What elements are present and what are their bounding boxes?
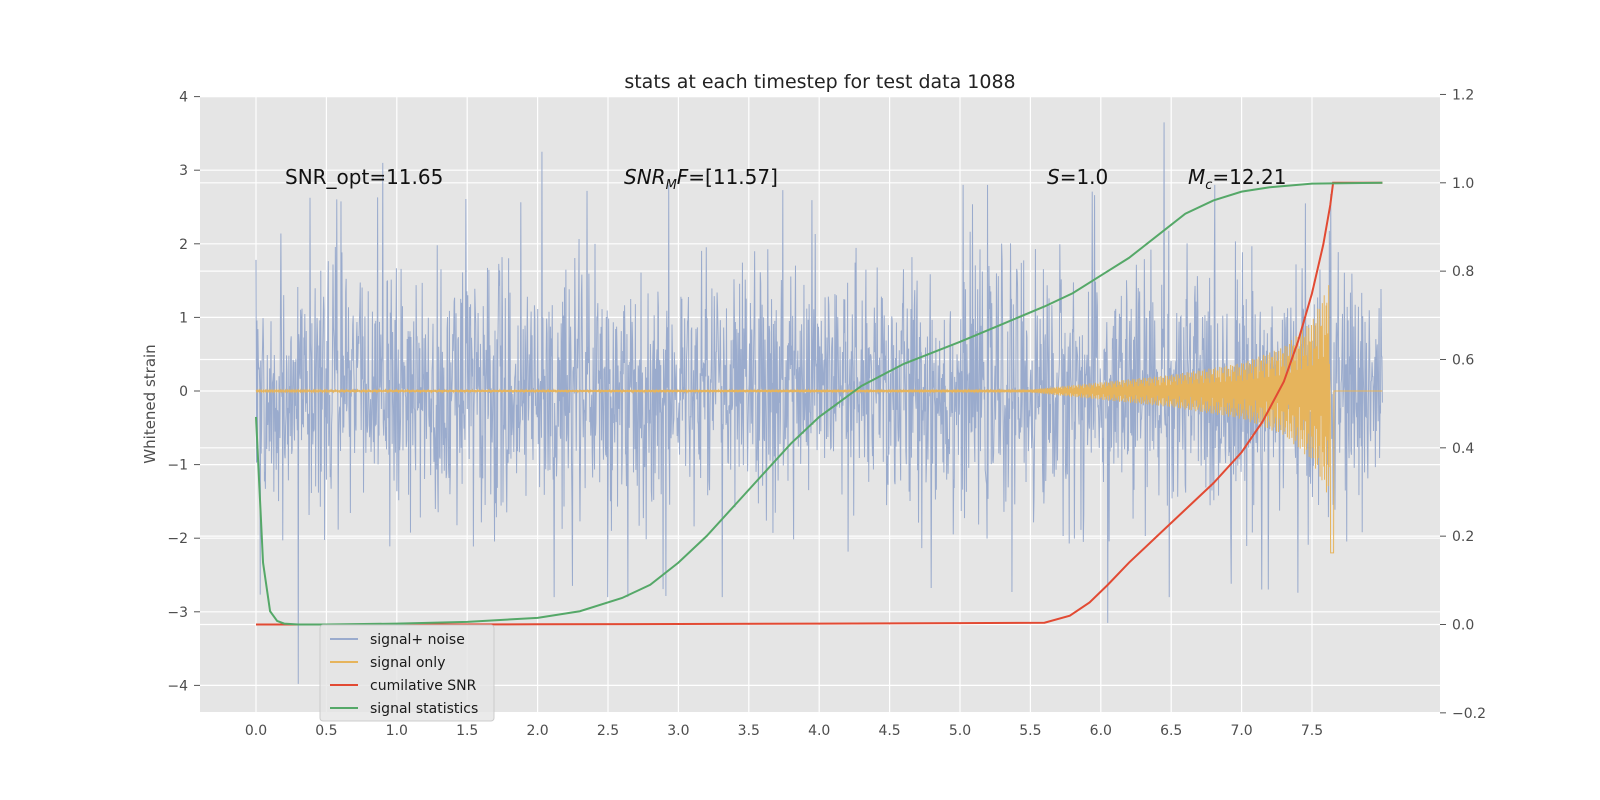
y-tick-label: 4 (179, 90, 188, 106)
y2-tick-label: 1.0 (1452, 176, 1474, 192)
x-tick-label: 5.5 (1019, 723, 1041, 739)
annotation-snr-mf-italic: F (677, 165, 689, 189)
y2-tick-label: 1.2 (1452, 87, 1474, 103)
x-tick-label: 2.5 (597, 723, 619, 739)
annotation-s: S=1.0 (1047, 165, 1108, 189)
y-tick-label: 2 (179, 237, 188, 253)
chart-title: stats at each timestep for test data 108… (624, 71, 1015, 93)
signal-only-line (255, 285, 1383, 554)
annotation-s-rest: =1.0 (1060, 165, 1109, 189)
y-tick-label: −2 (167, 531, 188, 547)
annotation-snr-mf-sub: M (666, 178, 677, 193)
x-tick-label: 0.0 (245, 723, 267, 739)
x-tick-label: 4.0 (808, 723, 830, 739)
legend-label-cumsnr: cumilative SNR (370, 678, 477, 694)
y-tick-label: 1 (179, 310, 188, 326)
legend-label-signal: signal only (370, 655, 445, 671)
y2-tick-label: 0.6 (1452, 352, 1474, 368)
legend-box (319, 624, 495, 722)
y2-tick-label: 0.4 (1452, 441, 1474, 457)
annotation-snr-mf: SNRMF=[11.57] (624, 165, 778, 193)
x-tick-label: 1.5 (456, 723, 478, 739)
y2-tick-label: 0.2 (1452, 529, 1474, 545)
x-tick-label: 6.5 (1160, 723, 1182, 739)
x-tick-label: 7.5 (1301, 723, 1323, 739)
x-tick-label: 0.5 (315, 723, 337, 739)
y-axis-label: Whitened strain (141, 344, 159, 463)
signal-statistics-line (255, 181, 1383, 626)
annotation-mc-var: M (1188, 165, 1205, 189)
signal-only-series (255, 285, 1383, 554)
y2-tick-label: 0.0 (1452, 618, 1474, 634)
x-tick-label: 5.0 (949, 723, 971, 739)
annotation-mc-sub: c (1205, 178, 1212, 193)
y2-tick-label: 0.8 (1452, 264, 1474, 280)
x-tick-label: 3.5 (738, 723, 760, 739)
x-tick-label: 4.5 (878, 723, 900, 739)
legend: signal+ noise signal only cumilative SNR… (319, 624, 495, 722)
y-tick-label: −3 (167, 605, 188, 621)
y-tick-label: −1 (167, 458, 188, 474)
annotation-snr-mf-base: SNR (624, 165, 666, 189)
x-tick-label: 7.0 (1230, 723, 1252, 739)
right-axis-lines (255, 181, 1383, 626)
y2-tick-label: −0.2 (1452, 706, 1486, 722)
y-tick-label: 0 (179, 384, 188, 400)
y-tick-label: 3 (179, 163, 188, 179)
x-tick-label: 3.0 (667, 723, 689, 739)
annotation-mc: Mc=12.21 (1188, 165, 1286, 193)
axis-ticks: 0.0 0.5 1.0 1.5 2.0 2.5 3.0 3.5 4.0 4.5 5.0 5.5 6.0 6… (167, 87, 1486, 739)
annotation-mc-rest: =12.21 (1212, 165, 1286, 189)
x-tick-label: 2.0 (526, 723, 548, 739)
legend-label-noise: signal+ noise (370, 632, 465, 648)
x-tick-label: 6.0 (1090, 723, 1112, 739)
annotation-s-var: S (1047, 165, 1060, 189)
annotation-snr-mf-rest: =[11.57] (688, 165, 778, 189)
annotation-snr-opt: SNR_opt=11.65 (285, 165, 443, 189)
cumulative-snr-line (256, 181, 1383, 626)
legend-label-stats: signal statistics (370, 701, 478, 717)
y-tick-label: −4 (167, 678, 188, 694)
x-tick-label: 1.0 (386, 723, 408, 739)
